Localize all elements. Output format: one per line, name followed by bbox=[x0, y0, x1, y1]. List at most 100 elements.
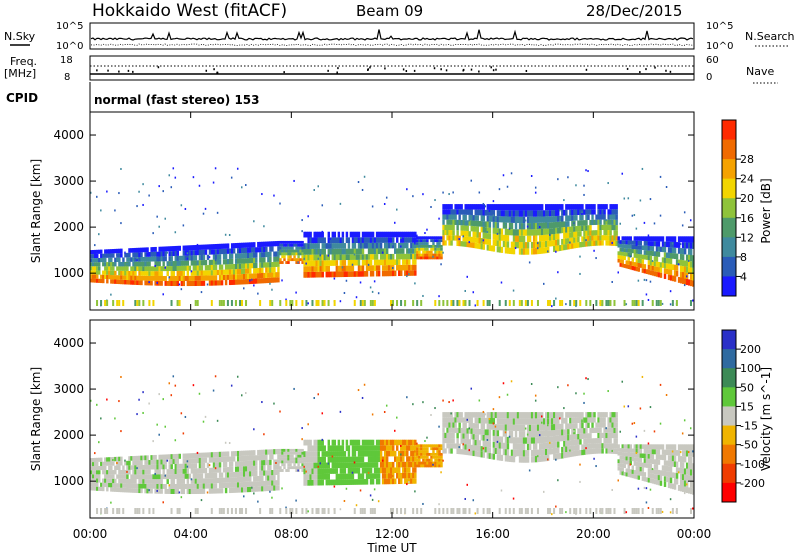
power-cell bbox=[526, 229, 530, 236]
velocity-cell bbox=[277, 480, 280, 486]
power-cell bbox=[498, 246, 502, 253]
velocity-cell bbox=[142, 483, 145, 489]
power-cell bbox=[134, 247, 137, 253]
power-cell bbox=[555, 245, 558, 252]
velocity-cell bbox=[474, 423, 477, 429]
power-cell bbox=[271, 277, 274, 283]
freq-dot bbox=[470, 68, 473, 71]
velocity-cell bbox=[114, 478, 117, 484]
power-cell bbox=[110, 253, 113, 258]
velocity-cell bbox=[247, 486, 250, 493]
power-cell bbox=[424, 244, 427, 248]
velocity-cell bbox=[619, 455, 622, 460]
velocity-cell bbox=[410, 450, 413, 457]
freq-dot bbox=[445, 69, 448, 72]
power-low-range-cell bbox=[218, 300, 221, 306]
power-cell bbox=[605, 235, 608, 241]
power-speck bbox=[659, 175, 662, 178]
velocity-cell bbox=[259, 481, 262, 487]
power-cell bbox=[216, 249, 220, 255]
power-cell bbox=[267, 241, 270, 247]
velocity-cell bbox=[387, 445, 391, 451]
velocity-cell bbox=[311, 468, 314, 475]
velocity-cell bbox=[450, 427, 453, 433]
velocity-cell bbox=[587, 443, 590, 450]
velocity-cell bbox=[645, 444, 649, 450]
power-speck bbox=[281, 279, 283, 282]
velocity-cell bbox=[317, 479, 320, 486]
power-cell bbox=[253, 278, 256, 284]
power-cell bbox=[458, 214, 461, 220]
velocity-cell bbox=[369, 467, 373, 474]
power-cell bbox=[641, 263, 645, 269]
velocity-cell bbox=[633, 457, 637, 462]
power-cell bbox=[424, 239, 427, 243]
velocity-low-range-cell bbox=[194, 508, 197, 514]
power-speck bbox=[438, 295, 440, 298]
velocity-cell bbox=[651, 444, 655, 450]
power-cell bbox=[146, 261, 149, 267]
velocity-cell bbox=[174, 484, 177, 490]
velocity-cell bbox=[383, 462, 387, 468]
velocity-cell bbox=[412, 467, 415, 473]
velocity-cell bbox=[116, 456, 119, 462]
velocity-cell bbox=[394, 439, 397, 446]
power-cell bbox=[371, 237, 375, 243]
velocity-cell bbox=[144, 455, 147, 461]
velocity-cell bbox=[154, 483, 157, 489]
power-cell bbox=[498, 240, 502, 247]
power-cell bbox=[502, 216, 506, 223]
velocity-cell bbox=[194, 452, 198, 459]
power-cell bbox=[563, 209, 566, 216]
power-cell bbox=[186, 260, 190, 266]
power-cell bbox=[216, 259, 220, 265]
power-speck bbox=[434, 199, 436, 202]
power-speck bbox=[100, 209, 102, 212]
power-speck bbox=[271, 288, 273, 291]
power-cell bbox=[422, 242, 425, 245]
power-cell bbox=[480, 209, 483, 216]
power-low-range-cell bbox=[271, 300, 274, 306]
velocity-cell bbox=[108, 474, 111, 479]
power-cell bbox=[629, 265, 632, 270]
velocity-cell bbox=[472, 445, 475, 451]
power-low-range-cell bbox=[607, 300, 610, 306]
power-cell bbox=[470, 215, 473, 221]
velocity-cell bbox=[385, 473, 389, 479]
velocity-speck bbox=[400, 453, 402, 456]
power-cell bbox=[160, 246, 163, 252]
power-cell bbox=[194, 270, 198, 276]
velocity-cell bbox=[496, 430, 500, 437]
velocity-cell bbox=[349, 462, 353, 468]
velocity-cell bbox=[353, 445, 357, 452]
power-cell bbox=[442, 235, 445, 241]
velocity-low-range-cell bbox=[446, 508, 449, 514]
power-cell bbox=[130, 275, 133, 281]
velocity-cell bbox=[514, 418, 518, 425]
power-cell bbox=[492, 210, 496, 216]
velocity-cell bbox=[470, 417, 473, 424]
velocity-cell bbox=[508, 430, 512, 438]
velocity-cell bbox=[492, 429, 496, 436]
power-cell bbox=[299, 240, 302, 244]
velocity-cell bbox=[490, 412, 494, 418]
power-cell bbox=[530, 248, 534, 255]
power-cell bbox=[567, 215, 570, 222]
velocity-cell bbox=[180, 489, 184, 495]
power-cell bbox=[212, 244, 216, 250]
velocity-cell bbox=[253, 450, 256, 456]
power-cell bbox=[136, 266, 139, 272]
velocity-cell bbox=[551, 430, 554, 437]
power-cell bbox=[629, 240, 632, 245]
power-speck bbox=[514, 247, 517, 250]
velocity-cell bbox=[269, 480, 272, 486]
velocity-cell bbox=[126, 487, 129, 493]
power-cell bbox=[619, 240, 622, 244]
power-cell bbox=[687, 236, 691, 243]
velocity-cell bbox=[297, 463, 300, 467]
velocity-cell bbox=[472, 423, 475, 429]
power-cell bbox=[283, 240, 286, 244]
velocity-cell bbox=[496, 412, 500, 419]
velocity-cell bbox=[581, 412, 584, 418]
power-cell bbox=[452, 219, 455, 225]
